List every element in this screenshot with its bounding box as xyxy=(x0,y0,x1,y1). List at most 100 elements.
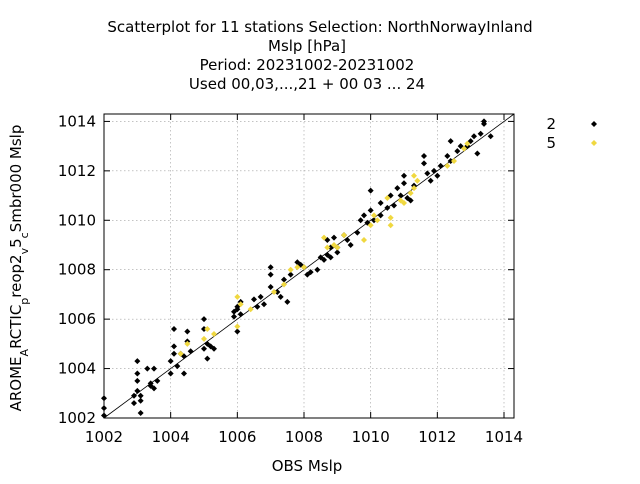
data-point-series-5 xyxy=(237,301,244,308)
data-point-series-2 xyxy=(344,237,351,244)
title-line-3: Period: 20231002-20231002 xyxy=(200,56,415,74)
x-tick-label: 1006 xyxy=(218,428,256,446)
data-point-series-5 xyxy=(321,234,327,241)
data-point-series-2 xyxy=(181,370,187,377)
data-point-series-2 xyxy=(167,358,174,365)
data-point-series-5 xyxy=(464,140,471,147)
y-tick-label: 1006 xyxy=(58,310,96,328)
data-point-series-5 xyxy=(281,281,287,288)
data-point-series-2 xyxy=(444,153,451,160)
data-point-series-2 xyxy=(321,256,327,263)
data-point-series-2 xyxy=(474,150,481,157)
data-point-series-2 xyxy=(281,276,287,283)
y-tick-label: 1004 xyxy=(58,360,96,378)
data-point-series-5 xyxy=(361,237,367,244)
data-point-series-2 xyxy=(427,177,434,184)
data-point-series-2 xyxy=(201,316,207,323)
data-point-series-2 xyxy=(334,249,341,256)
y-tick-label: 1012 xyxy=(58,162,96,180)
data-point-series-2 xyxy=(131,392,137,399)
data-point-series-2 xyxy=(431,167,437,174)
data-point-series-5 xyxy=(201,335,207,342)
data-point-series-2 xyxy=(144,365,151,372)
data-point-series-2 xyxy=(267,284,274,291)
data-point-series-5 xyxy=(334,244,341,251)
plot-frame xyxy=(103,113,515,419)
data-point-series-2 xyxy=(361,212,367,219)
data-point-series-2 xyxy=(171,326,177,333)
data-point-series-2 xyxy=(267,264,274,271)
data-point-series-2 xyxy=(357,217,364,224)
data-point-series-2 xyxy=(481,120,487,127)
x-tick-label: 1014 xyxy=(485,428,523,446)
data-point-series-2 xyxy=(354,229,361,236)
title-line-1: Scatterplot for 11 stations Selection: N… xyxy=(107,18,532,36)
data-point-series-2 xyxy=(204,355,211,362)
x-tick-label: 1004 xyxy=(152,428,190,446)
data-point-series-2 xyxy=(371,217,377,224)
y-tick-label: 1010 xyxy=(58,211,96,229)
data-point-series-2 xyxy=(471,133,477,140)
data-point-series-2 xyxy=(131,400,137,407)
axis-ticks: 1002 1004 1006 1008 1010 1012 1014 1002 1004 1006… xyxy=(58,112,523,446)
legend-label: 5 xyxy=(546,134,556,152)
data-point-series-5 xyxy=(444,162,451,169)
data-point-series-2 xyxy=(367,207,374,214)
data-point-series-2 xyxy=(454,148,461,155)
x-axis-title: OBS Mslp xyxy=(272,457,343,475)
data-point-series-5 xyxy=(301,264,307,271)
data-point-series-2 xyxy=(251,296,257,303)
data-point-series-2 xyxy=(377,199,384,206)
y-axis-title-part: 5 xyxy=(7,238,25,248)
data-point-series-5 xyxy=(387,214,394,221)
data-point-series-2 xyxy=(477,130,484,137)
data-point-series-2 xyxy=(137,397,144,404)
data-point-series-2 xyxy=(171,350,177,357)
data-point-series-5 xyxy=(324,244,331,251)
data-point-series-2 xyxy=(254,303,261,310)
data-point-series-5 xyxy=(401,199,407,206)
data-point-series-2 xyxy=(421,160,427,167)
data-point-series-2 xyxy=(201,345,207,352)
data-point-series-5 xyxy=(294,264,301,271)
data-point-series-5 xyxy=(411,185,417,192)
data-point-series-5 xyxy=(234,293,241,300)
data-points xyxy=(101,118,494,419)
x-tick-label: 1012 xyxy=(418,428,456,446)
data-point-series-5 xyxy=(367,222,374,229)
legend: 25 xyxy=(546,115,597,152)
data-point-series-5 xyxy=(247,306,254,313)
data-point-series-5 xyxy=(177,350,184,357)
data-point-series-2 xyxy=(274,288,281,295)
y-axis-title-part: AROME xyxy=(7,356,25,411)
data-point-series-2 xyxy=(394,185,401,192)
y-axis-title: AROMEARCTICpreop2v5cSmbr000 Mslp xyxy=(7,125,31,412)
y-axis-title-part: RCTIC xyxy=(7,305,25,349)
data-point-series-2 xyxy=(267,271,274,278)
data-point-series-2 xyxy=(327,254,334,261)
data-point-series-2 xyxy=(367,187,374,194)
data-point-series-2 xyxy=(237,311,244,318)
data-point-series-2 xyxy=(407,197,414,204)
data-point-series-2 xyxy=(184,328,191,335)
y-axis-title-part: reop2 xyxy=(7,254,25,297)
data-point-series-2 xyxy=(134,377,141,384)
x-tick-label: 1002 xyxy=(85,428,123,446)
x-tick-label: 1010 xyxy=(352,428,390,446)
data-point-series-2 xyxy=(424,170,431,177)
data-point-series-5 xyxy=(287,266,294,273)
x-tick-label: 1008 xyxy=(285,428,323,446)
data-point-series-2 xyxy=(137,410,144,417)
data-point-series-5 xyxy=(234,323,241,330)
y-axis-title-part: v xyxy=(18,247,31,254)
data-point-series-2 xyxy=(437,162,444,169)
legend-marker-icon xyxy=(591,140,597,146)
data-point-series-5 xyxy=(271,288,277,295)
data-point-series-2 xyxy=(257,293,264,300)
data-point-series-2 xyxy=(347,241,354,248)
y-axis-title-part: c xyxy=(18,232,31,238)
grid-lines xyxy=(104,114,514,418)
y-axis-title-part: A xyxy=(18,348,31,356)
data-point-series-2 xyxy=(447,157,454,164)
